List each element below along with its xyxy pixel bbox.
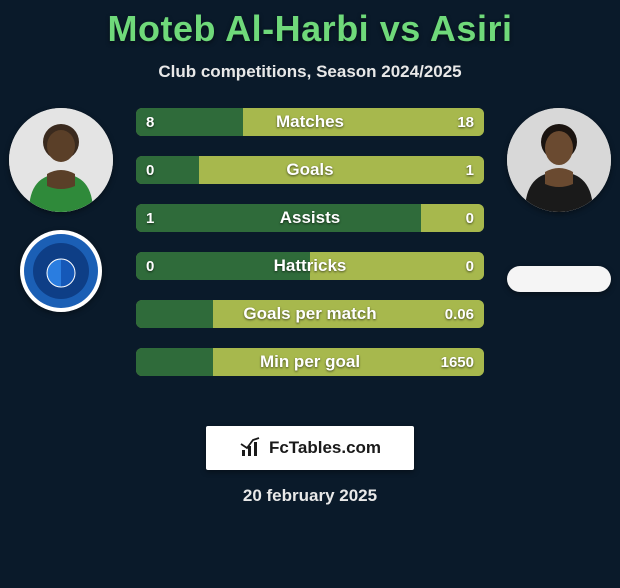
stat-bar: 00Hattricks <box>136 252 484 280</box>
player1-club-badge <box>20 230 102 312</box>
comparison-content: 818Matches 01Goals 10Assists 00Hattricks 0.0… <box>0 108 620 408</box>
left-column <box>6 108 116 408</box>
brand-text: FcTables.com <box>269 438 381 458</box>
avatar-placeholder-icon <box>507 108 611 212</box>
stat-bar: 1650Min per goal <box>136 348 484 376</box>
brand-badge: FcTables.com <box>206 426 414 470</box>
stat-bar: 818Matches <box>136 108 484 136</box>
subtitle: Club competitions, Season 2024/2025 <box>0 62 620 82</box>
stat-label: Goals per match <box>136 300 484 328</box>
player2-club-badge <box>507 266 611 292</box>
player1-avatar <box>9 108 113 212</box>
stat-label: Min per goal <box>136 348 484 376</box>
stat-label: Hattricks <box>136 252 484 280</box>
date-text: 20 february 2025 <box>0 486 620 506</box>
right-column <box>504 108 614 408</box>
stat-bar: 10Assists <box>136 204 484 232</box>
vs-separator: vs <box>380 8 421 49</box>
player1-name: Moteb Al-Harbi <box>108 8 370 49</box>
stat-label: Matches <box>136 108 484 136</box>
player2-avatar <box>507 108 611 212</box>
stat-bars: 818Matches 01Goals 10Assists 00Hattricks 0.0… <box>136 108 484 376</box>
stat-bar: 01Goals <box>136 156 484 184</box>
page-title: Moteb Al-Harbi vs Asiri <box>0 8 620 50</box>
stat-label: Assists <box>136 204 484 232</box>
club-badge-icon <box>20 230 102 312</box>
avatar-placeholder-icon <box>9 108 113 212</box>
chart-icon <box>239 436 263 460</box>
stat-label: Goals <box>136 156 484 184</box>
player2-name: Asiri <box>430 8 513 49</box>
stat-bar: 0.06Goals per match <box>136 300 484 328</box>
